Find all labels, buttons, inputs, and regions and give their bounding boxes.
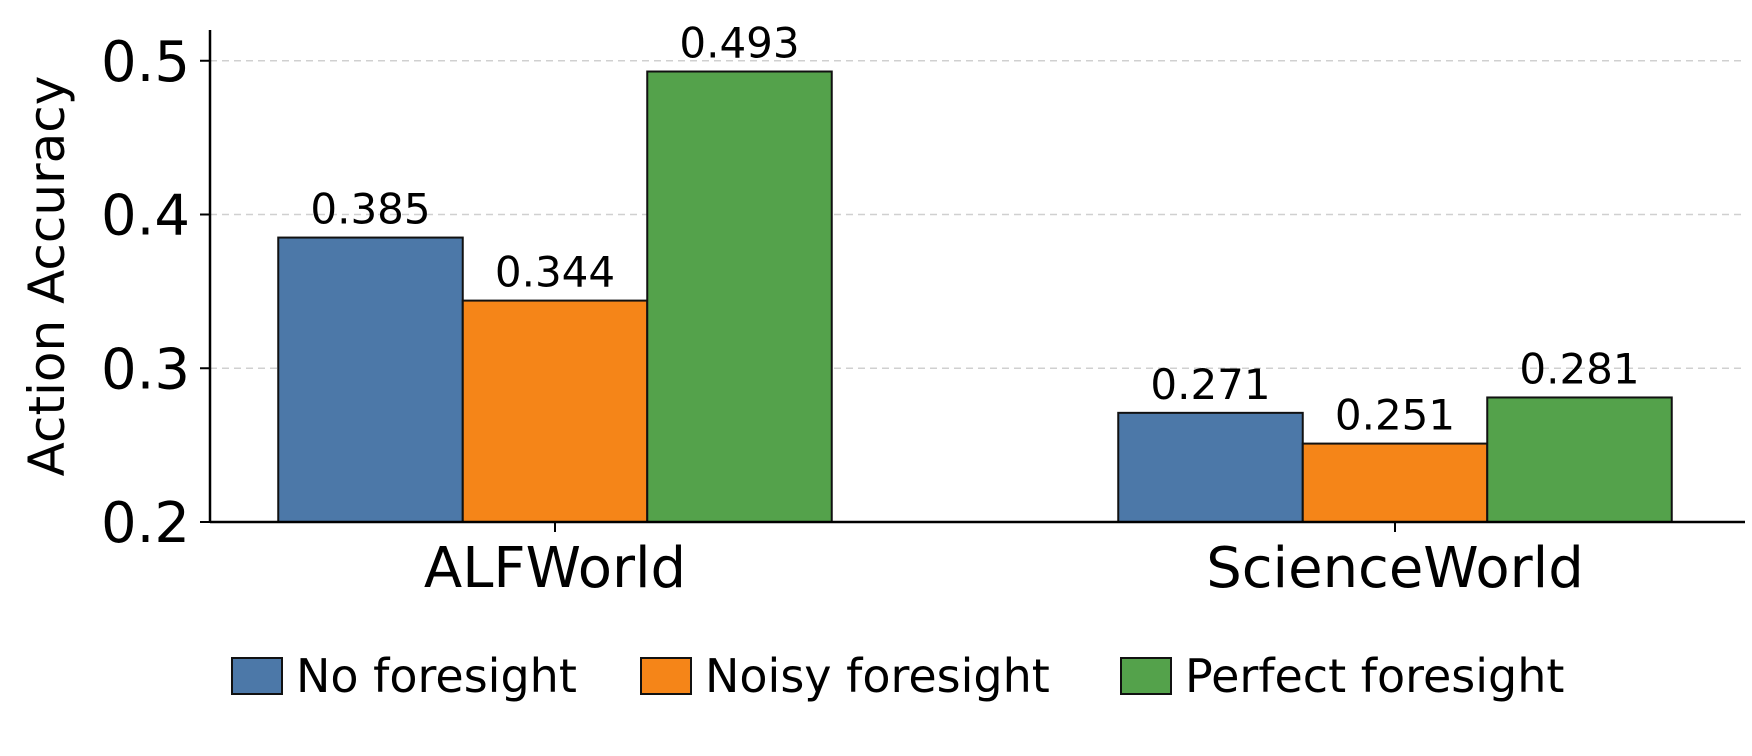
legend-swatch [640,657,692,695]
data-label: 0.385 [310,185,430,234]
data-label: 0.344 [495,248,615,297]
data-label: 0.493 [679,19,799,68]
bar [646,70,833,523]
ticks: 0.2 0.3 0.4 0.5 ALFWorld ScienceWorld [101,30,1584,601]
y-tick-label: 0.4 [101,184,190,249]
legend-label: Perfect foresight [1185,649,1564,703]
legend: No foresight Noisy foresight Perfect fores… [231,649,1564,703]
bar [277,236,464,523]
x-tick-label: ALFWorld [424,536,686,601]
y-tick-label: 0.3 [101,337,190,402]
y-tick-label: 0.2 [101,491,190,556]
x-tick-label: ScienceWorld [1206,536,1584,601]
data-label: 0.271 [1150,360,1270,409]
data-label: 0.251 [1335,391,1455,440]
bar [461,299,649,523]
bar [1301,442,1489,523]
legend-label: Noisy foresight [705,649,1050,703]
legend-swatch [231,657,283,695]
legend-swatch [1120,657,1172,695]
legend-label: No foresight [296,649,577,703]
data-label: 0.281 [1519,344,1639,393]
y-axis-label: Action Accuracy [18,76,76,477]
axes [208,30,1745,524]
bar [1486,396,1673,523]
bar [1117,411,1304,523]
y-tick-label: 0.5 [101,30,190,95]
bars: 0.385 0.344 0.493 0.271 0.251 0.281 [277,19,1673,523]
